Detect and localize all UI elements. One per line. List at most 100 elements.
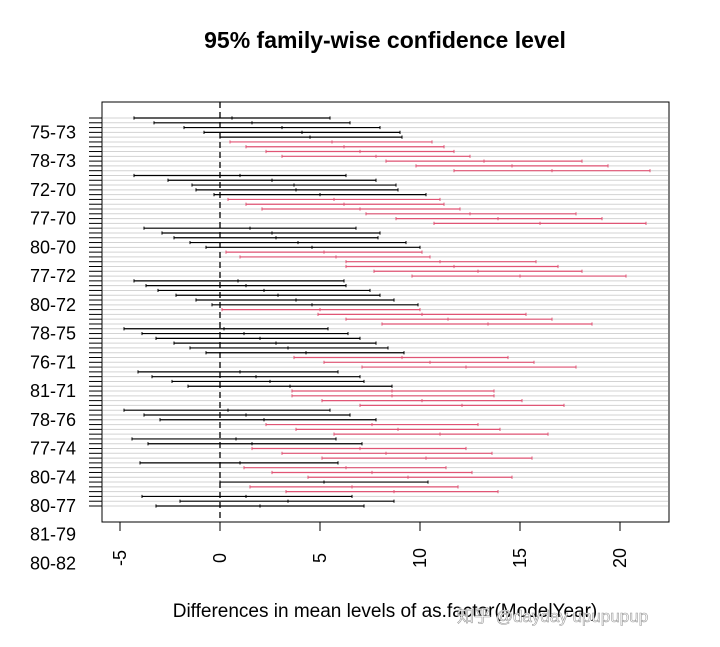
y-tick-label: 78-75 bbox=[30, 324, 76, 344]
interval-78-75 bbox=[361, 365, 577, 369]
interval-72-70 bbox=[153, 121, 351, 125]
interval-75-73 bbox=[133, 279, 345, 283]
interval-bars bbox=[123, 116, 651, 508]
interval-77-76 bbox=[291, 389, 495, 393]
interval-82-73 bbox=[317, 312, 527, 316]
interval-80-75 bbox=[151, 375, 361, 379]
interval-81-70 bbox=[415, 164, 609, 168]
interval-78-74 bbox=[141, 331, 349, 336]
interval-78-70 bbox=[265, 149, 455, 154]
interval-82-81 bbox=[249, 485, 459, 489]
y-tick-label: 75-73 bbox=[30, 122, 76, 142]
interval-82-74 bbox=[205, 351, 405, 355]
interval-81-75 bbox=[171, 379, 365, 384]
interval-80-70 bbox=[385, 159, 583, 163]
interval-82-77 bbox=[131, 437, 337, 441]
interval-82-76 bbox=[143, 413, 351, 417]
interval-79-71 bbox=[261, 207, 461, 211]
interval-80-77 bbox=[295, 427, 501, 431]
interval-79-73 bbox=[195, 298, 395, 302]
interval-81-78 bbox=[281, 451, 493, 455]
interval-78-76 bbox=[291, 394, 495, 398]
interval-80-78 bbox=[251, 446, 467, 451]
interval-79-75 bbox=[137, 370, 339, 374]
interval-82-82 bbox=[179, 499, 395, 503]
y-tick-label: 77-70 bbox=[30, 209, 76, 229]
interval-76-72 bbox=[189, 240, 407, 245]
interval-74-70 bbox=[203, 130, 401, 134]
interval-81-73 bbox=[221, 308, 421, 312]
interval-82-72 bbox=[373, 269, 583, 273]
interval-80-73 bbox=[211, 303, 419, 307]
x-tick-label: 20 bbox=[610, 548, 630, 568]
x-tick-label: -5 bbox=[110, 550, 130, 566]
interval-73-71 bbox=[167, 178, 377, 182]
interval-75-72 bbox=[173, 236, 379, 240]
y-tick-label: 72-70 bbox=[30, 180, 76, 200]
interval-80-71 bbox=[365, 212, 577, 216]
y-tick-label: 80-70 bbox=[30, 237, 76, 257]
y-tick-label: 80-74 bbox=[30, 467, 76, 487]
interval-81-71 bbox=[395, 216, 603, 221]
interval-81-74 bbox=[189, 346, 389, 350]
y-tick-label: 78-76 bbox=[30, 410, 76, 430]
interval-77-74 bbox=[123, 327, 329, 331]
interval-82-71 bbox=[433, 221, 647, 225]
interval-78-72 bbox=[225, 250, 423, 254]
interval-79-72 bbox=[239, 255, 431, 259]
y-tick-label: 81-79 bbox=[30, 525, 76, 545]
interval-77-73 bbox=[157, 288, 371, 293]
interval-77-75 bbox=[323, 360, 535, 364]
y-tick-label: 80-72 bbox=[30, 295, 76, 315]
y-tick-label: 80-77 bbox=[30, 496, 76, 516]
interval-82-70 bbox=[453, 169, 651, 173]
interval-79-77 bbox=[265, 422, 479, 427]
interval-77-72 bbox=[205, 245, 421, 249]
interval-73-72 bbox=[143, 226, 357, 230]
interval-79-76 bbox=[321, 399, 523, 403]
interval-75-71 bbox=[195, 188, 399, 192]
y-tick-label: 81-71 bbox=[30, 381, 76, 401]
y-tick-label: 77-72 bbox=[30, 266, 76, 286]
interval-76-73 bbox=[145, 284, 347, 288]
interval-81-77 bbox=[333, 432, 549, 436]
interval-79-78 bbox=[147, 442, 363, 446]
interval-75-70 bbox=[219, 135, 403, 139]
interval-76-75 bbox=[293, 355, 509, 360]
interval-82-79 bbox=[271, 470, 473, 475]
interval-76-70 bbox=[229, 140, 433, 144]
x-tick-label: 0 bbox=[210, 553, 230, 563]
y-tick-label: 77-74 bbox=[30, 439, 76, 459]
interval-72-71 bbox=[133, 173, 347, 178]
interval-71-70 bbox=[133, 116, 331, 120]
interval-82-75 bbox=[187, 384, 393, 388]
interval-80-79 bbox=[139, 461, 339, 465]
interval-79-70 bbox=[281, 154, 471, 158]
x-tick-label: 5 bbox=[310, 553, 330, 563]
interval-76-74 bbox=[381, 322, 593, 326]
interval-73-70 bbox=[183, 125, 381, 130]
x-tick-label: 15 bbox=[510, 548, 530, 568]
interval-80-74 bbox=[173, 341, 377, 345]
interval-81-80 bbox=[307, 475, 513, 479]
interval-78-77 bbox=[159, 418, 377, 422]
interval-82-80 bbox=[219, 480, 429, 484]
interval-76-71 bbox=[213, 193, 427, 197]
interval-75-74 bbox=[345, 317, 553, 321]
y-tick-label: 78-73 bbox=[30, 151, 76, 171]
interval-74-72 bbox=[161, 231, 381, 235]
interval-81-82 bbox=[141, 494, 353, 499]
interval-81-79 bbox=[243, 466, 447, 470]
interval-80-76 bbox=[359, 403, 565, 408]
interval-80-72 bbox=[345, 260, 537, 264]
interval-83-82 bbox=[155, 504, 365, 508]
interval-74-73 bbox=[411, 274, 627, 278]
interval-79-74 bbox=[155, 336, 361, 340]
y-tick-label: 76-71 bbox=[30, 352, 76, 372]
interval-82-78 bbox=[321, 456, 533, 460]
x-axis: -5 0 5 10 15 20 bbox=[110, 521, 630, 568]
interval-77-70 bbox=[245, 145, 445, 149]
interval-81-76 bbox=[123, 408, 331, 412]
y-axis: 75-73 78-73 72-70 77-70 80-70 77-72 80-72 78-75… bbox=[30, 117, 102, 573]
y-tick-label: 80-82 bbox=[30, 553, 76, 573]
